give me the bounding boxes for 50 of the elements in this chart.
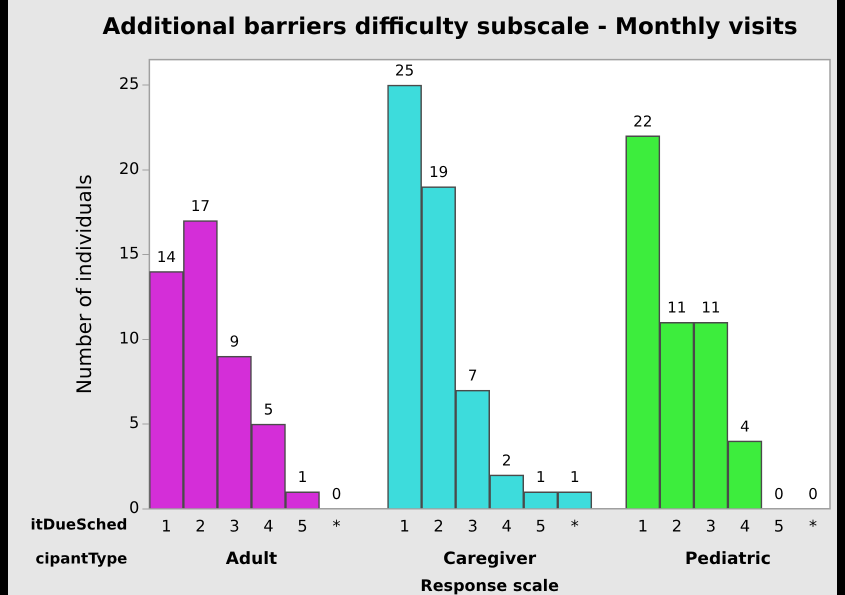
x-tick-label: 4 xyxy=(263,516,274,536)
x-tick-label: 2 xyxy=(672,516,682,536)
x-tick-label: 1 xyxy=(400,516,410,536)
y-tick-label: 10 xyxy=(119,328,140,348)
x-tick-label: 3 xyxy=(229,516,240,536)
data-label: 0 xyxy=(808,485,818,504)
data-label: 2 xyxy=(502,451,512,470)
data-label: 1 xyxy=(570,468,580,486)
text: Adult xyxy=(226,549,278,570)
x-tick-label: 3 xyxy=(706,516,716,536)
x-tick-label: 4 xyxy=(502,516,512,536)
x-tick-label: 5 xyxy=(297,516,308,536)
text: Caregiver xyxy=(443,549,537,570)
x-tick-label: * xyxy=(570,516,579,536)
y-tick-label: 15 xyxy=(119,244,140,263)
data-label: 1 xyxy=(536,468,546,486)
y-tick-label: 5 xyxy=(129,413,140,432)
x-tick-label: 2 xyxy=(195,516,206,536)
text: cipantType xyxy=(35,550,128,568)
data-label: 7 xyxy=(468,366,478,385)
data-label: 0 xyxy=(332,485,342,504)
data-label: 11 xyxy=(667,298,686,317)
data-label: 14 xyxy=(156,248,176,266)
data-label: 0 xyxy=(774,485,784,504)
data-label: 1 xyxy=(298,468,308,486)
x-tick-label: 1 xyxy=(638,516,648,536)
data-label: 11 xyxy=(701,298,720,317)
x-axis-title: Response scale xyxy=(420,576,560,595)
y-tick-label: 20 xyxy=(119,158,140,178)
x-tick-label: * xyxy=(332,516,341,536)
data-label: 5 xyxy=(264,400,274,418)
x-tick-label: 5 xyxy=(774,516,784,536)
y-tick-label: 25 xyxy=(119,74,140,94)
x-tick-label: 3 xyxy=(468,516,478,536)
x-tick-label: * xyxy=(808,516,817,536)
x-tick-label: 4 xyxy=(740,516,750,536)
data-label: 4 xyxy=(740,417,750,436)
x-tick-label: 5 xyxy=(536,516,546,536)
data-label: 25 xyxy=(395,61,414,80)
chart-title: Additional barriers difficulty subscale - Monthly visits xyxy=(102,14,798,40)
text: Pediatric xyxy=(684,549,771,570)
x-tick-label: 2 xyxy=(434,516,444,536)
data-label: 22 xyxy=(633,112,652,130)
data-label: 19 xyxy=(429,163,448,182)
y-tick-label: 0 xyxy=(129,498,140,517)
y-axis-title: Number of individuals xyxy=(72,174,96,394)
text: itDueSched xyxy=(30,516,128,534)
data-label: 17 xyxy=(190,197,210,216)
data-label: 9 xyxy=(230,332,240,351)
x-tick-label: 1 xyxy=(161,516,172,536)
